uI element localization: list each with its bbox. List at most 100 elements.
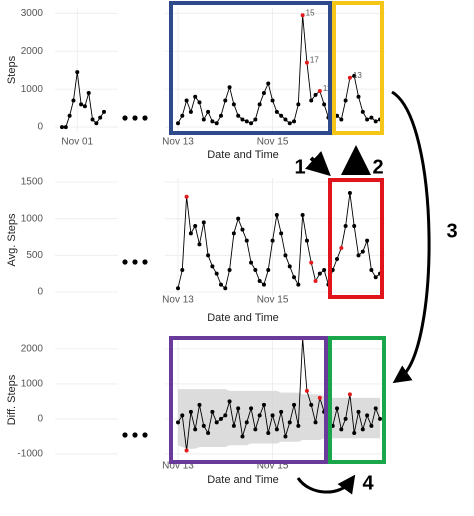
data-point bbox=[60, 125, 64, 130]
data-point bbox=[210, 264, 215, 269]
y-tick-label: 500 bbox=[26, 250, 43, 261]
point-annotation: 15 bbox=[306, 8, 315, 17]
data-point bbox=[71, 98, 76, 103]
data-point bbox=[356, 94, 361, 99]
data-point bbox=[313, 278, 318, 283]
data-point bbox=[257, 102, 262, 107]
green-box bbox=[328, 336, 386, 464]
data-point bbox=[356, 409, 361, 414]
data-point bbox=[266, 430, 271, 435]
y-axis-title: Diff. Steps bbox=[6, 374, 18, 425]
data-point bbox=[352, 73, 357, 78]
arrow-1 bbox=[305, 151, 331, 177]
data-point bbox=[339, 245, 344, 250]
data-point bbox=[365, 238, 370, 243]
y-tick-label: 1000 bbox=[21, 213, 44, 224]
data-point bbox=[317, 271, 322, 276]
x-axis-title: Date and Time bbox=[207, 149, 279, 161]
data-point bbox=[176, 121, 180, 126]
data-point bbox=[352, 224, 357, 229]
data-point bbox=[369, 115, 374, 120]
data-point bbox=[296, 102, 301, 107]
data-point bbox=[317, 89, 322, 94]
data-point bbox=[369, 267, 374, 272]
data-point bbox=[249, 260, 254, 265]
data-point bbox=[317, 395, 322, 400]
data-point bbox=[373, 119, 378, 124]
data-point bbox=[300, 13, 305, 18]
data-point bbox=[356, 253, 361, 258]
data-point bbox=[279, 231, 284, 236]
data-point bbox=[188, 409, 193, 414]
data-point bbox=[206, 430, 211, 435]
data-point bbox=[210, 119, 215, 124]
data-point bbox=[296, 282, 301, 287]
data-point bbox=[300, 213, 305, 218]
data-point bbox=[287, 264, 292, 269]
x-tick-label: Nov 15 bbox=[257, 137, 289, 148]
data-point bbox=[304, 388, 309, 393]
data-point bbox=[378, 416, 382, 421]
data-point bbox=[309, 260, 314, 265]
data-point bbox=[335, 406, 340, 411]
data-point bbox=[287, 420, 292, 425]
y-tick-label: 2000 bbox=[21, 46, 44, 57]
data-point bbox=[180, 267, 185, 272]
data-point bbox=[184, 194, 189, 199]
data-point bbox=[197, 242, 202, 247]
x-tick-label: Nov 01 bbox=[61, 137, 93, 148]
data-point bbox=[343, 224, 348, 229]
data-point bbox=[253, 117, 258, 122]
x-axis-title: Date and Time bbox=[207, 474, 279, 486]
data-point bbox=[240, 227, 245, 232]
data-point bbox=[283, 434, 288, 439]
data-point bbox=[218, 416, 223, 421]
data-point bbox=[206, 253, 211, 258]
data-point bbox=[347, 75, 352, 80]
data-point bbox=[214, 121, 219, 126]
data-point bbox=[274, 109, 279, 114]
data-point bbox=[244, 420, 249, 425]
y-tick-label: 2000 bbox=[21, 344, 44, 355]
data-point bbox=[227, 85, 232, 90]
data-point bbox=[249, 121, 254, 126]
data-point bbox=[373, 275, 378, 280]
data-point bbox=[184, 448, 189, 453]
data-point bbox=[292, 402, 297, 407]
data-point bbox=[283, 253, 288, 258]
data-point bbox=[236, 216, 241, 221]
x-tick-label: Nov 13 bbox=[162, 137, 194, 148]
data-point bbox=[201, 423, 206, 428]
step-label: 3 bbox=[446, 220, 457, 242]
data-point bbox=[322, 102, 327, 107]
data-point bbox=[253, 427, 258, 432]
data-point bbox=[249, 406, 254, 411]
y-tick-label: 0 bbox=[37, 287, 43, 298]
data-point bbox=[309, 98, 314, 103]
data-point bbox=[244, 119, 249, 124]
data-point bbox=[335, 113, 340, 118]
y-tick-label: 0 bbox=[37, 122, 43, 133]
data-point bbox=[261, 402, 266, 407]
data-point bbox=[180, 413, 185, 418]
data-point bbox=[365, 117, 370, 122]
series-line bbox=[177, 15, 381, 125]
data-point bbox=[214, 420, 219, 425]
data-point bbox=[102, 109, 106, 114]
x-axis-title: Date and Time bbox=[207, 312, 279, 324]
data-point bbox=[98, 115, 103, 120]
data-point bbox=[261, 90, 266, 95]
data-point bbox=[197, 402, 202, 407]
data-point bbox=[79, 102, 84, 107]
data-point bbox=[227, 399, 232, 404]
data-point bbox=[257, 278, 262, 283]
data-point bbox=[193, 224, 198, 229]
data-point bbox=[339, 117, 344, 122]
y-tick-label: 1000 bbox=[21, 84, 44, 95]
data-point bbox=[296, 423, 301, 428]
data-point bbox=[86, 90, 91, 95]
x-tick-label: Nov 13 bbox=[162, 461, 194, 472]
data-point bbox=[266, 267, 271, 272]
data-point bbox=[304, 238, 309, 243]
